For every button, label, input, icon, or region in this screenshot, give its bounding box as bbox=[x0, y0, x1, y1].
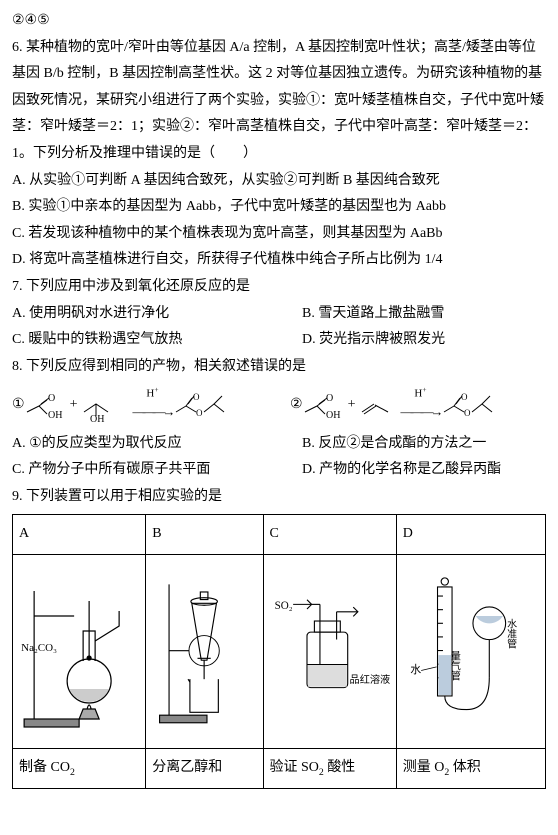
svg-text:OH: OH bbox=[326, 410, 340, 421]
q8-opt-b: B. 反应②是合成酯的方法之一 bbox=[302, 431, 546, 458]
propene-icon bbox=[358, 390, 398, 420]
q6-text: 某种植物的宽叶/窄叶由等位基因 A/a 控制，A 基因控制宽叶性状；高茎/矮茎由… bbox=[12, 40, 544, 161]
svg-text:O: O bbox=[464, 408, 471, 418]
eq1-num: ① bbox=[12, 392, 25, 419]
apparatus-b-cell bbox=[146, 555, 263, 749]
q6-opt-a: A. 从实验①可判断 A 基因纯合致死，从实验②可判断 B 基因纯合致死 bbox=[12, 168, 546, 195]
caption-a: 制备 CO2 bbox=[13, 748, 146, 788]
catalyst-2: H+ bbox=[414, 386, 426, 400]
svg-text:量气管: 量气管 bbox=[448, 650, 460, 681]
svg-text:O: O bbox=[48, 393, 55, 404]
svg-text:O: O bbox=[326, 393, 333, 404]
q6-body: 6. 某种植物的宽叶/窄叶由等位基因 A/a 控制，A 基因控制宽叶性状；高茎/… bbox=[12, 35, 546, 168]
acetic-acid-icon: O OH bbox=[25, 388, 67, 422]
q7-opt-b: B. 雪天道路上撒盐融雪 bbox=[302, 301, 546, 328]
apparatus-b-icon bbox=[152, 561, 256, 731]
svg-text:水准管: 水准管 bbox=[504, 619, 516, 650]
svg-text:O: O bbox=[196, 408, 203, 418]
q8-stem: 8. 下列反应得到相同的产物，相关叙述错误的是 bbox=[12, 354, 546, 381]
caption-b: 分离乙醇和 bbox=[146, 748, 263, 788]
svg-text:Na₂CO₃: Na₂CO₃ bbox=[21, 642, 57, 654]
apparatus-a-cell: Na₂CO₃ bbox=[13, 555, 146, 749]
svg-text:水: 水 bbox=[410, 663, 421, 676]
reaction-arrow-1: H+ ———→ bbox=[132, 386, 172, 424]
catalyst-1: H+ bbox=[146, 386, 158, 400]
q6-num: 6. bbox=[12, 40, 23, 55]
svg-text:SO₂: SO₂ bbox=[274, 600, 292, 612]
svg-text:O: O bbox=[193, 392, 200, 402]
q8-opt-a: A. ①的反应类型为取代反应 bbox=[12, 431, 302, 458]
q7-opt-d: D. 荧光指示牌被照发光 bbox=[302, 327, 546, 354]
table-header-d: D bbox=[396, 515, 545, 555]
ester-product-icon-1: O O bbox=[174, 388, 236, 422]
plus-sign-2: + bbox=[348, 392, 356, 419]
reaction-arrow-2: H+ ———→ bbox=[400, 386, 440, 424]
q6-opt-b: B. 实验①中亲本的基因型为 Aabb，子代中宽叶矮茎的基因型也为 Aabb bbox=[12, 194, 546, 221]
q8-opt-c: C. 产物分子中所有碳原子共平面 bbox=[12, 457, 302, 484]
apparatus-d-icon: 水 量气管 水准管 bbox=[403, 561, 539, 731]
table-header-a: A bbox=[13, 515, 146, 555]
caption-c: 验证 SO2 酸性 bbox=[263, 748, 396, 788]
table-header-b: B bbox=[146, 515, 263, 555]
svg-text:OH: OH bbox=[90, 414, 104, 422]
apparatus-c-icon: SO₂ 品红溶液 bbox=[270, 561, 390, 731]
ester-product-icon-2: O O bbox=[442, 388, 504, 422]
experiment-table: A B C D bbox=[12, 514, 546, 789]
table-header-c: C bbox=[263, 515, 396, 555]
caption-d: 测量 O2 体积 bbox=[396, 748, 545, 788]
q7-opt-a: A. 使用明矾对水进行净化 bbox=[12, 301, 302, 328]
q8-opt-d: D. 产物的化学名称是乙酸异丙酯 bbox=[302, 457, 546, 484]
q6-opt-c: C. 若发现该种植物中的某个植株表现为宽叶高茎，则其基因型为 AaBb bbox=[12, 221, 546, 248]
acetic-acid-icon-2: O OH bbox=[303, 388, 345, 422]
svg-text:O: O bbox=[461, 392, 468, 402]
svg-text:OH: OH bbox=[48, 410, 62, 421]
plus-sign: + bbox=[70, 392, 78, 419]
q8-equations: ① O OH + OH H+ ———→ bbox=[12, 386, 546, 424]
isopropanol-icon: OH bbox=[80, 388, 130, 422]
q6-opt-d: D. 将宽叶高茎植株进行自交，所获得子代植株中纯合子所占比例为 1/4 bbox=[12, 247, 546, 274]
apparatus-c-cell: SO₂ 品红溶液 bbox=[263, 555, 396, 749]
apparatus-a-icon: Na₂CO₃ bbox=[19, 561, 139, 731]
eq2-num: ② bbox=[290, 392, 303, 419]
apparatus-d-cell: 水 量气管 水准管 bbox=[396, 555, 545, 749]
header-marks: ②④⑤ bbox=[12, 8, 546, 35]
q7-opt-c: C. 暖贴中的铁粉遇空气放热 bbox=[12, 327, 302, 354]
svg-text:品红溶液: 品红溶液 bbox=[349, 673, 390, 686]
q7-stem: 7. 下列应用中涉及到氧化还原反应的是 bbox=[12, 274, 546, 301]
q9-stem: 9. 下列装置可以用于相应实验的是 bbox=[12, 484, 546, 511]
